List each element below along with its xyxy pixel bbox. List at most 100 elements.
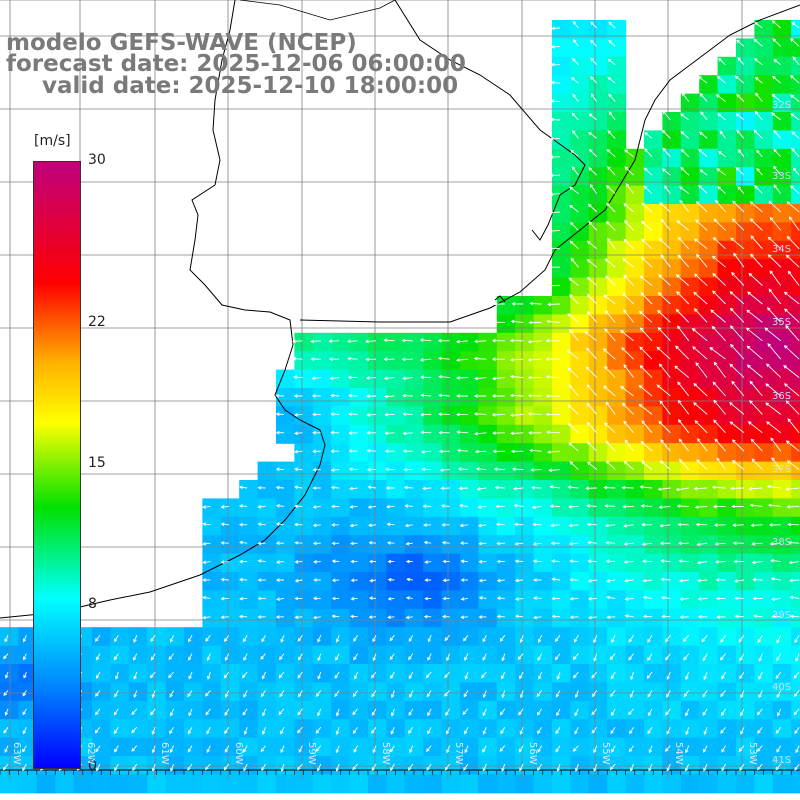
wind-cell bbox=[552, 296, 571, 315]
wind-cell bbox=[405, 406, 424, 425]
wind-cell bbox=[497, 719, 516, 738]
wind-cell bbox=[129, 738, 148, 757]
wind-cell bbox=[276, 646, 295, 665]
wind-cell bbox=[699, 572, 718, 591]
wind-cell bbox=[534, 333, 553, 352]
wind-cell bbox=[662, 627, 681, 646]
wind-cell bbox=[405, 498, 424, 517]
wind-cell bbox=[570, 498, 589, 517]
wind-cell bbox=[791, 756, 800, 775]
wind-cell bbox=[239, 701, 258, 720]
latitude-label: 36S bbox=[772, 391, 791, 402]
wind-cell bbox=[570, 443, 589, 462]
wind-cell bbox=[736, 38, 755, 57]
wind-cell bbox=[497, 646, 516, 665]
wind-cell bbox=[626, 609, 645, 628]
wind-cell bbox=[736, 646, 755, 665]
wind-cell bbox=[423, 738, 442, 757]
wind-cell bbox=[662, 498, 681, 517]
wind-cell bbox=[644, 425, 663, 444]
wind-cell bbox=[791, 314, 800, 333]
wind-cell bbox=[754, 554, 773, 573]
wind-cell bbox=[331, 351, 350, 370]
wind-cell bbox=[736, 682, 755, 701]
wind-cell bbox=[184, 627, 203, 646]
wind-cell bbox=[773, 774, 792, 793]
wind-cell bbox=[478, 664, 497, 683]
wind-cell bbox=[0, 719, 19, 738]
wind-cell bbox=[736, 517, 755, 536]
wind-cell bbox=[626, 590, 645, 609]
wind-cell bbox=[166, 701, 185, 720]
wind-cell bbox=[294, 682, 313, 701]
wind-cell bbox=[423, 774, 442, 793]
latitude-label: 34S bbox=[772, 244, 791, 255]
wind-cell bbox=[681, 222, 700, 241]
wind-cell bbox=[718, 112, 737, 131]
wind-cell bbox=[423, 480, 442, 499]
wind-cell bbox=[442, 682, 461, 701]
wind-cell bbox=[681, 774, 700, 793]
wind-cell bbox=[442, 462, 461, 481]
wind-cell bbox=[552, 167, 571, 186]
wind-cell bbox=[681, 719, 700, 738]
wind-cell bbox=[607, 259, 626, 278]
wind-cell bbox=[221, 701, 240, 720]
wind-cell bbox=[258, 719, 277, 738]
wind-cell bbox=[515, 517, 534, 536]
wind-cell bbox=[534, 425, 553, 444]
wind-cell bbox=[92, 627, 111, 646]
wind-cell bbox=[460, 719, 479, 738]
longitude-label: 58W bbox=[380, 742, 391, 765]
wind-cell bbox=[405, 719, 424, 738]
wind-cell bbox=[276, 480, 295, 499]
wind-cell bbox=[626, 572, 645, 591]
wind-cell bbox=[736, 406, 755, 425]
wind-cell bbox=[368, 774, 387, 793]
wind-cell bbox=[681, 517, 700, 536]
wind-cell bbox=[423, 333, 442, 352]
wind-cell bbox=[331, 738, 350, 757]
wind-cell bbox=[350, 719, 369, 738]
wind-cell bbox=[258, 664, 277, 683]
wind-cell bbox=[202, 774, 221, 793]
wind-cell bbox=[534, 554, 553, 573]
wind-cell bbox=[497, 314, 516, 333]
wind-cell bbox=[773, 296, 792, 315]
wind-cell bbox=[515, 333, 534, 352]
wind-cell bbox=[386, 572, 405, 591]
wind-cell bbox=[552, 222, 571, 241]
wind-cell bbox=[699, 664, 718, 683]
wind-cell bbox=[423, 406, 442, 425]
wind-cell bbox=[699, 370, 718, 389]
wind-cell bbox=[534, 646, 553, 665]
wind-cell bbox=[699, 130, 718, 149]
wind-cell bbox=[405, 480, 424, 499]
wind-cell bbox=[386, 517, 405, 536]
wind-cell bbox=[607, 498, 626, 517]
wind-cell bbox=[681, 333, 700, 352]
wind-cell bbox=[570, 738, 589, 757]
wind-cell bbox=[405, 425, 424, 444]
wind-cell bbox=[515, 296, 534, 315]
wind-cell bbox=[626, 388, 645, 407]
wind-cell bbox=[368, 719, 387, 738]
wind-cell bbox=[736, 627, 755, 646]
wind-cell bbox=[405, 627, 424, 646]
wind-cell bbox=[626, 425, 645, 444]
wind-cell bbox=[607, 535, 626, 554]
wind-cell bbox=[791, 701, 800, 720]
wind-cell bbox=[681, 609, 700, 628]
wind-cell bbox=[239, 535, 258, 554]
wind-cell bbox=[681, 370, 700, 389]
wind-cell bbox=[626, 480, 645, 499]
wind-cell bbox=[534, 351, 553, 370]
wind-cell bbox=[202, 590, 221, 609]
wind-cell bbox=[662, 554, 681, 573]
wind-cell bbox=[110, 646, 129, 665]
wind-cell bbox=[589, 480, 608, 499]
wind-cell bbox=[699, 738, 718, 757]
wind-cell bbox=[478, 498, 497, 517]
wind-cell bbox=[552, 259, 571, 278]
wind-cell bbox=[534, 627, 553, 646]
